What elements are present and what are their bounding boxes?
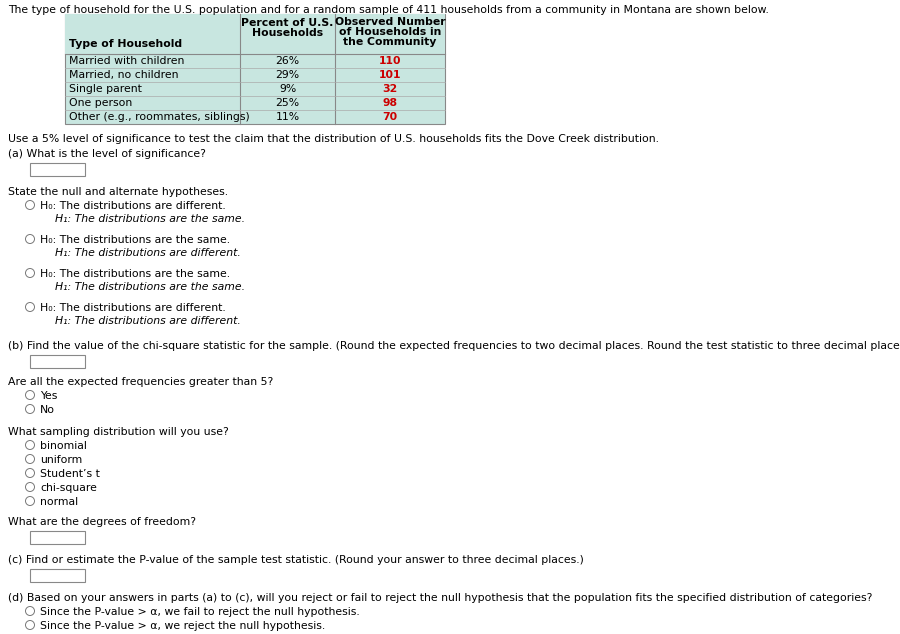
Text: H₁: The distributions are different.: H₁: The distributions are different. <box>55 316 241 326</box>
Text: Student’s t: Student’s t <box>40 469 100 479</box>
Text: H₀: The distributions are the same.: H₀: The distributions are the same. <box>40 269 230 279</box>
Text: the Community: the Community <box>343 37 436 47</box>
Text: What are the degrees of freedom?: What are the degrees of freedom? <box>8 517 196 527</box>
Text: One person: One person <box>69 98 132 108</box>
Text: H₀: The distributions are different.: H₀: The distributions are different. <box>40 303 226 313</box>
Text: binomial: binomial <box>40 441 87 451</box>
Text: Are all the expected frequencies greater than 5?: Are all the expected frequencies greater… <box>8 377 274 387</box>
Text: (c) Find or estimate the P-value of the sample test statistic. (Round your answe: (c) Find or estimate the P-value of the … <box>8 555 584 565</box>
Text: What sampling distribution will you use?: What sampling distribution will you use? <box>8 427 229 437</box>
Text: Married with children: Married with children <box>69 56 184 66</box>
Text: Married, no children: Married, no children <box>69 70 178 80</box>
Bar <box>30 355 85 368</box>
Text: chi-square: chi-square <box>40 483 97 493</box>
Text: H₁: The distributions are different.: H₁: The distributions are different. <box>55 248 241 258</box>
Text: 9%: 9% <box>279 84 296 94</box>
Text: (b) Find the value of the chi-square statistic for the sample. (Round the expect: (b) Find the value of the chi-square sta… <box>8 341 900 351</box>
Text: H₀: The distributions are different.: H₀: The distributions are different. <box>40 201 226 211</box>
Text: 29%: 29% <box>275 70 300 80</box>
Text: 25%: 25% <box>275 98 300 108</box>
Text: 98: 98 <box>382 98 398 108</box>
Bar <box>65 14 445 54</box>
Text: H₁: The distributions are the same.: H₁: The distributions are the same. <box>55 214 245 224</box>
Text: uniform: uniform <box>40 455 82 465</box>
Text: normal: normal <box>40 497 78 507</box>
Text: State the null and alternate hypotheses.: State the null and alternate hypotheses. <box>8 187 228 197</box>
Text: 32: 32 <box>382 84 398 94</box>
Text: 11%: 11% <box>275 112 300 122</box>
Text: Single parent: Single parent <box>69 84 142 94</box>
Text: 101: 101 <box>379 70 401 80</box>
Text: Since the P-value > α, we fail to reject the null hypothesis.: Since the P-value > α, we fail to reject… <box>40 607 360 617</box>
Bar <box>30 163 85 176</box>
Text: Other (e.g., roommates, siblings): Other (e.g., roommates, siblings) <box>69 112 250 122</box>
Text: No: No <box>40 405 55 415</box>
Text: 70: 70 <box>382 112 398 122</box>
Text: Households: Households <box>252 28 323 38</box>
Text: H₁: The distributions are the same.: H₁: The distributions are the same. <box>55 282 245 292</box>
Bar <box>30 531 85 544</box>
Text: 26%: 26% <box>275 56 300 66</box>
Text: (d) Based on your answers in parts (a) to (c), will you reject or fail to reject: (d) Based on your answers in parts (a) t… <box>8 593 872 603</box>
Bar <box>65 14 445 124</box>
Text: (a) What is the level of significance?: (a) What is the level of significance? <box>8 149 206 159</box>
Text: of Households in: of Households in <box>338 27 441 37</box>
Text: The type of household for the U.S. population and for a random sample of 411 hou: The type of household for the U.S. popul… <box>8 5 769 15</box>
Text: Use a 5% level of significance to test the claim that the distribution of U.S. h: Use a 5% level of significance to test t… <box>8 134 659 144</box>
Bar <box>30 569 85 582</box>
Text: Observed Number: Observed Number <box>335 17 446 27</box>
Text: Type of Household: Type of Household <box>69 39 182 49</box>
Text: Since the P-value > α, we reject the null hypothesis.: Since the P-value > α, we reject the nul… <box>40 621 325 631</box>
Text: H₀: The distributions are the same.: H₀: The distributions are the same. <box>40 235 230 245</box>
Text: 110: 110 <box>379 56 401 66</box>
Text: Yes: Yes <box>40 391 58 401</box>
Text: Percent of U.S.: Percent of U.S. <box>241 18 334 28</box>
